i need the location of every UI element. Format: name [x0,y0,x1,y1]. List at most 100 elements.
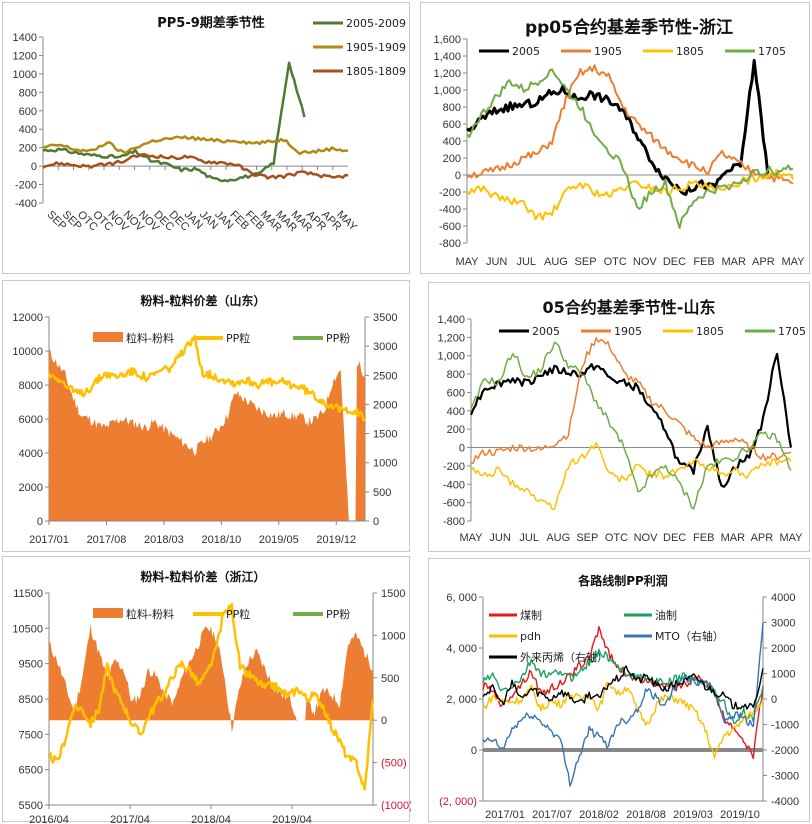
y2-tick-label: 0 [381,715,387,727]
x-tick-label: SEP [575,256,597,268]
x-tick-label: 2019/04 [272,814,312,823]
x-tick-label: 2017/01 [485,809,525,821]
y2-tick-label: 4000 [771,592,795,604]
y-tick-label: (2, 000) [439,796,477,808]
area-series-0 [49,623,373,733]
chart-svg: pp05合约基差季节性-浙江 -800 -600 -400 -200 0 200 400 600… [433,17,805,268]
x-tick-label: 2019/12 [316,534,356,546]
y-tick-label: 600 [19,106,37,118]
line-series-2 [42,153,349,180]
x-tick-label: 2019/05 [259,534,299,546]
y-tick-label: -200 [439,187,461,199]
y-tick-label: 2000 [19,482,43,494]
x-tick-label: OTC [605,532,628,544]
y2-tick-label: 500 [373,487,391,499]
y-tick-label: 400 [19,124,37,136]
legend-label-0: 粒料-粉料 [126,607,174,621]
chart-svg: 粉料-粒料价差（山东） 0 2000 4000 6000 8000 10000 12000 0 5… [12,293,397,546]
x-tick-label: 2017/01 [29,534,69,546]
line-series-2 [466,168,794,221]
y-tick-label: 200 [447,424,465,436]
x-tick-label: FEB [693,532,714,544]
y2-tick-label: (500) [381,758,407,770]
x-tick-label: APR [752,256,775,268]
x-tick-label: 2017/08 [87,534,127,546]
line-series-1 [42,135,349,156]
chart-svg: PP5-9期差季节性 -400 -200 0 200 400 600 800 1000 1200 1… [13,15,406,234]
x-tick-label: DEC [663,256,686,268]
line-series-1 [466,64,794,185]
chart-powder-pellet-spread-shandong: 粉料-粒料价差（山东） 0 2000 4000 6000 8000 10000 12000 0 5… [2,280,410,552]
chart-svg: 各路线制PP利润 (2, 000) 0 2, 000 4, 000 6, 000 -4000… [439,573,799,821]
y-tick-label: -400 [443,479,465,491]
y-tick-label: -800 [439,238,461,250]
legend-label-2: pdh [520,630,541,643]
y-tick-label: 800 [443,102,461,114]
chart-title: 粉料-粒料价差（山东） [141,293,266,308]
y-tick-label: 600 [443,119,461,131]
chart-title: 粉料-粒料价差（浙江） [141,569,266,584]
y-tick-label: 6000 [19,414,43,426]
y2-tick-label: 1000 [771,669,795,681]
chart-title: 05合约基差季节性-山东 [543,298,716,317]
y2-tick-label: 1500 [373,429,397,441]
line-series-4 [482,665,764,710]
y2-tick-label: 2000 [771,643,795,655]
x-tick-label: DEC [663,532,686,544]
y-tick-label: 400 [443,136,461,148]
y-tick-label: 4, 000 [446,643,477,655]
x-tick-label: 2018/08 [626,809,666,821]
legend-label-3: MTO（右轴） [655,629,724,643]
chart-pp05-basis-zhejiang: pp05合约基差季节性-浙江 -800 -600 -400 -200 0 200 400 600… [420,2,810,274]
y-tick-label: 6, 000 [446,592,477,604]
y2-tick-label: 3000 [373,341,397,353]
legend-label-0: 粒料-粉料 [126,331,174,345]
chart-powder-pellet-spread-zhejiang: 粉料-粒料价差（浙江） 5500 6500 7500 8500 9500 10500 1150… [2,556,411,823]
y-tick-label: 8000 [19,380,43,392]
legend-label-0: 2005 [532,325,560,338]
y-tick-label: 1,000 [437,351,465,363]
legend-label-2: 1805 [696,325,724,338]
legend-label-3: 1705 [758,45,786,58]
line-series-0 [466,58,770,196]
y2-tick-label: 3000 [771,618,795,630]
x-tick-label: JUL [519,532,539,544]
x-tick-label: 2018/04 [191,814,231,823]
x-tick-label: MAY [455,256,479,268]
x-tick-label: OTC [604,256,627,268]
legend-label-2: PP粉 [326,332,350,345]
y-tick-label: 1,600 [433,34,461,46]
y-tick-label: 8500 [19,694,43,706]
line-series-3 [466,68,794,229]
chart-svg: 05合约基差季节性-山东 -800 -600 -400 -200 0 200 400 600 80… [437,298,806,544]
legend-label-2: 1805 [676,45,704,58]
y-tick-label: 6500 [19,765,43,777]
x-tick-label: 2019/03 [673,809,713,821]
y-tick-label: -400 [439,204,461,216]
y-tick-label: -200 [443,461,465,473]
y-tick-label: 1,200 [437,332,465,344]
y2-tick-label: -2000 [771,745,799,757]
x-tick-label: MAY [781,256,805,268]
y-tick-label: 1,400 [437,314,465,326]
y-tick-label: 800 [19,87,37,99]
x-tick-label: 2017/04 [110,814,150,823]
y-tick-label: 4000 [19,448,43,460]
y2-tick-label: -3000 [771,771,799,783]
y-tick-label: -400 [15,198,37,210]
y-tick-label: 11500 [13,588,43,600]
y2-tick-label: -1000 [771,720,799,732]
y-tick-label: 0 [455,170,461,182]
chart-title: PP5-9期差季节性 [157,15,265,31]
y-tick-label: 5500 [19,800,43,812]
y-tick-label: 1000 [13,69,37,81]
y-tick-label: 1,400 [433,51,461,63]
legend-label-2: PP粉 [326,608,350,621]
y2-tick-label: 3500 [373,312,397,324]
x-tick-label: MAY [459,532,483,544]
legend-label-1: 1905 [614,325,642,338]
line-series-1 [47,334,366,422]
legend-label-1: PP粒 [226,607,250,621]
x-tick-label: FEB [693,256,714,268]
x-tick-label: 2017/07 [532,809,572,821]
